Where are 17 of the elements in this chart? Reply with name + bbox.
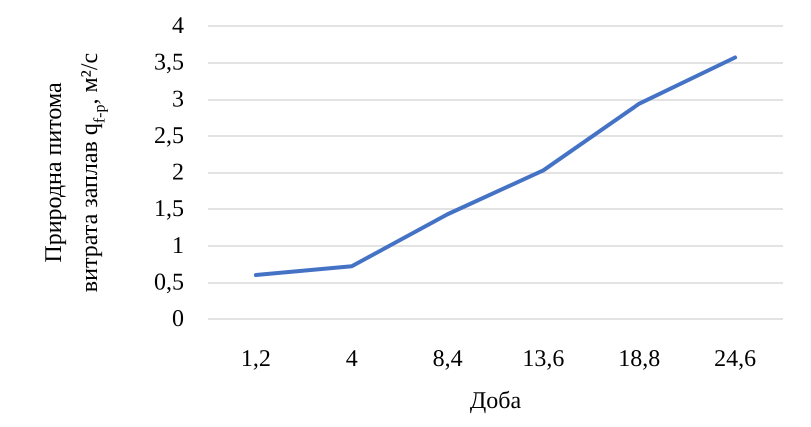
x-tick-label: 4 [346,346,358,372]
y-tick-label: 0,5 [154,269,184,296]
x-tick-label: 18,8 [618,346,660,372]
y-tick-label: 1 [172,232,184,259]
y-tick-label: 3,5 [154,50,184,76]
x-tick-label: 13,6 [522,346,564,372]
x-axis-title: Доба [470,388,522,414]
x-tick-label: 1,2 [240,346,271,372]
y-tick-label: 4 [172,13,184,39]
y-tick-label: 2 [172,160,184,186]
y-tick-label: 0 [172,306,184,332]
y-tick-label: 3 [172,86,184,112]
x-tick-label: 24,6 [714,346,756,372]
line-series [254,56,738,278]
y-tick-label: 1,5 [154,196,184,222]
y-tick-label: 2,5 [154,122,184,149]
x-tick-label: 8,4 [432,346,463,372]
